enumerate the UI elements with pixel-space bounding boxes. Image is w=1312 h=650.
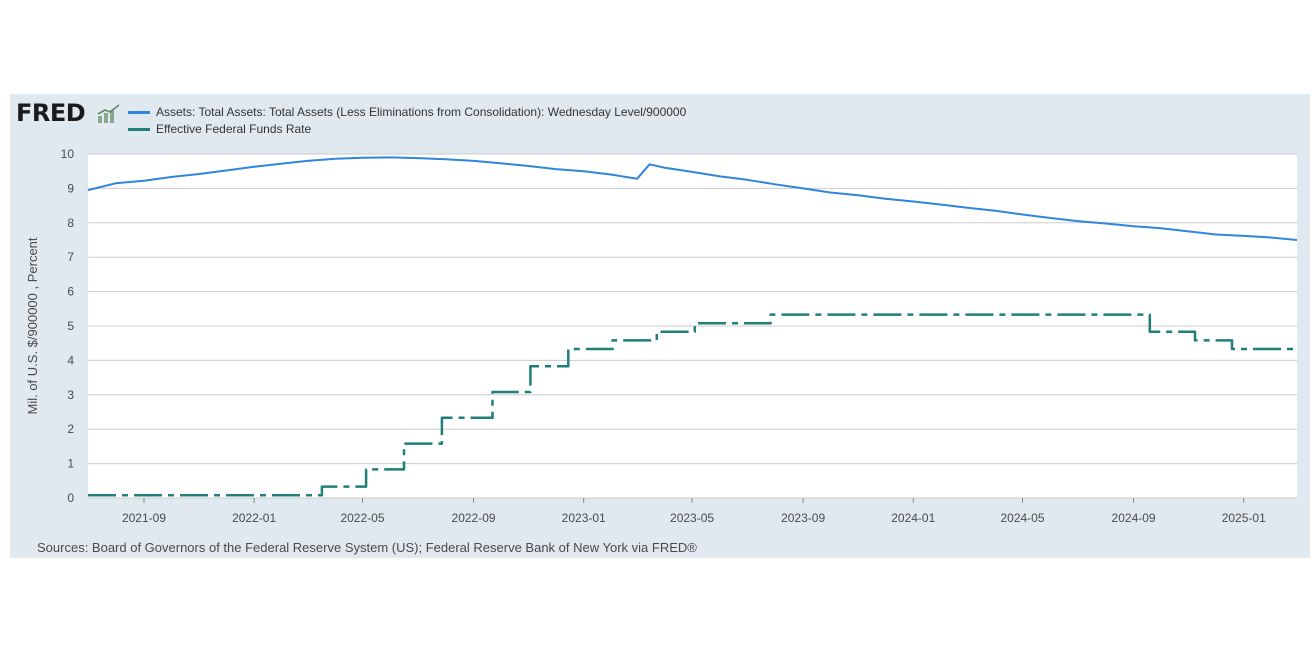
x-tick-label: 2023-09 [781,511,825,525]
fred-logo-text: FRED [16,99,86,127]
x-tick-label: 2021-09 [122,511,166,525]
x-tick-label: 2023-01 [562,511,606,525]
x-tick-label: 2022-09 [452,511,496,525]
y-tick-label: 2 [67,422,74,436]
fred-chart-mark-icon [97,104,120,123]
y-tick-label: 6 [67,285,74,299]
y-tick-label: 0 [67,491,74,505]
y-tick-label: 1 [67,457,74,471]
legend-label-fedfunds: Effective Federal Funds Rate [156,122,312,136]
y-tick-label: 8 [67,216,74,230]
x-tick-label: 2024-09 [1112,511,1156,525]
fred-logo: FRED [16,98,128,128]
gridlines [88,153,1297,499]
y-tick-label: 4 [67,353,74,367]
x-tick-label: 2022-05 [340,511,384,525]
y-tick-label: 10 [61,147,75,161]
y-tick-label: 7 [67,250,74,264]
y-tick-label: 5 [67,319,74,333]
y-tick-label: 3 [67,388,74,402]
y-axis-title: Mil. of U.S. $/900000 , Percent [25,237,40,414]
x-tick-label: 2024-05 [1000,511,1044,525]
x-tick-label: 2023-05 [670,511,714,525]
series-group [87,156,1298,497]
x-axis: 2021-09 2022-01 2022-05 2022-09 2023-01 2023-… [122,498,1266,525]
y-tick-label: 9 [67,181,74,195]
x-tick-label: 2024-01 [891,511,935,525]
legend-item-assets: Assets: Total Assets: Total Assets (Less… [128,104,686,120]
x-tick-label: 2025-01 [1222,511,1266,525]
series-line-fedfunds [88,313,1297,497]
source-note: Sources: Board of Governors of the Feder… [37,540,697,555]
legend-swatch-fedfunds [128,128,150,132]
x-tick-label: 2022-01 [232,511,276,525]
legend-label-assets: Assets: Total Assets: Total Assets (Less… [156,105,687,119]
y-axis: 0 1 2 3 4 5 6 7 8 9 10 [61,147,75,505]
legend-swatch-assets [128,111,150,115]
legend-item-fedfunds: Effective Federal Funds Rate [128,121,311,137]
series-line-assets [87,156,1298,241]
